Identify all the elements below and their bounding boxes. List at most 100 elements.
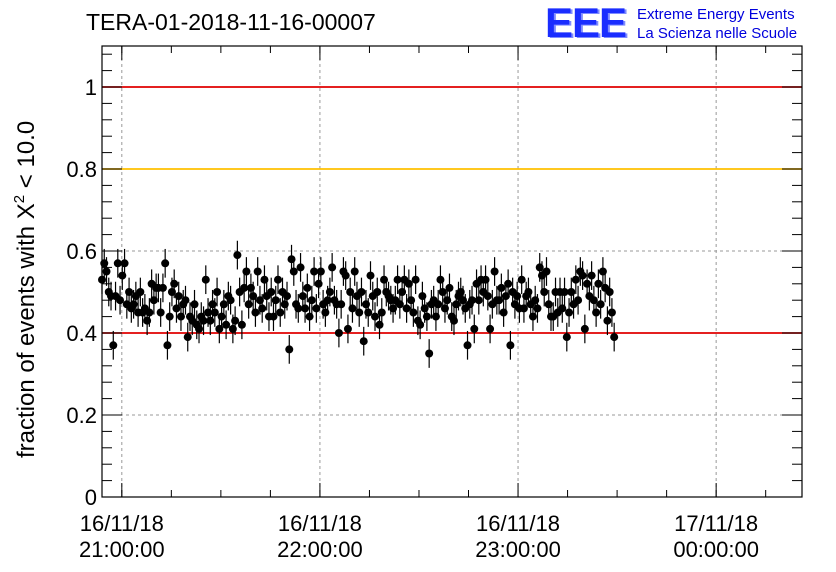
y-axis-label-superscript: 2	[11, 195, 28, 203]
data-point	[174, 292, 183, 301]
data-point	[316, 267, 325, 276]
data-point	[434, 300, 443, 309]
data-point	[610, 333, 619, 342]
data-point	[120, 259, 129, 268]
data-point	[294, 304, 303, 313]
data-point	[533, 304, 542, 313]
y-tick-label: 1	[85, 75, 97, 100]
data-point	[296, 263, 305, 272]
data-point	[470, 324, 479, 333]
data-point	[307, 296, 316, 305]
data-point	[571, 275, 580, 284]
data-point	[109, 341, 118, 350]
eee-logo-mark: EEE	[545, 0, 627, 46]
data-point	[542, 267, 551, 276]
data-point	[312, 304, 321, 313]
x-tick-label-time: 23:00:00	[475, 537, 561, 562]
y-tick-label: 0	[85, 485, 97, 510]
data-point	[578, 271, 587, 280]
data-point	[102, 267, 111, 276]
data-point	[190, 300, 199, 309]
data-point	[116, 296, 125, 305]
plot-frame	[101, 45, 803, 498]
data-point	[303, 283, 312, 292]
data-point	[145, 308, 154, 317]
y-tick-label: 0.2	[66, 403, 97, 428]
data-point	[580, 324, 589, 333]
data-point	[273, 275, 282, 284]
data-point	[199, 316, 208, 325]
data-point	[242, 267, 251, 276]
x-tick-label-date: 17/11/18	[674, 511, 758, 536]
data-point	[161, 259, 170, 268]
data-point	[474, 296, 483, 305]
data-point	[357, 288, 366, 296]
data-point	[258, 304, 267, 313]
data-point	[170, 279, 179, 288]
data-point	[156, 308, 165, 317]
x-tick-label-date: 16/11/18	[278, 511, 362, 536]
data-point	[201, 275, 210, 284]
data-point	[305, 312, 314, 321]
data-point	[163, 341, 172, 350]
data-point	[233, 251, 242, 260]
y-tick-label: 0.4	[66, 321, 97, 346]
reference-lines	[102, 86, 802, 334]
data-point	[517, 275, 526, 284]
data-point	[219, 300, 228, 309]
data-point	[328, 263, 337, 272]
y-axis-label: fraction of events with X2 < 10.0	[11, 121, 40, 458]
logo-line-2: La Scienza nelle Scuole	[637, 25, 798, 42]
logo-line-1: Extreme Energy Events	[637, 6, 795, 23]
data-point	[540, 288, 549, 296]
data-point	[425, 349, 434, 358]
data-point	[158, 283, 167, 292]
data-point	[251, 308, 260, 317]
data-point	[603, 316, 612, 325]
data-point	[113, 259, 122, 268]
data-point	[468, 296, 477, 305]
data-point	[253, 267, 262, 276]
x-tick-label-time: 21:00:00	[79, 537, 165, 562]
data-point	[343, 324, 352, 333]
data-point	[499, 308, 508, 317]
x-tick-label-date: 16/11/18	[476, 511, 560, 536]
data-point	[269, 312, 278, 321]
data-point	[337, 300, 346, 309]
data-point	[438, 288, 447, 296]
data-point	[226, 296, 235, 305]
data-point	[348, 304, 357, 313]
data-point	[350, 267, 359, 276]
data-point	[310, 267, 319, 276]
chart-title: TERA-01-2018-11-16-00007	[86, 9, 376, 35]
data-point	[416, 320, 425, 329]
data-point	[325, 288, 334, 296]
data-point	[560, 288, 569, 296]
data-point	[463, 341, 472, 350]
data-point	[565, 308, 574, 317]
data-point	[183, 333, 192, 342]
data-point	[404, 279, 413, 288]
data-point	[506, 341, 515, 350]
data-point	[592, 308, 601, 317]
data-point	[206, 316, 215, 325]
data-point	[598, 267, 607, 276]
data-point	[371, 312, 380, 321]
data-point	[373, 288, 382, 296]
data-point	[341, 271, 350, 280]
data-point	[244, 300, 253, 309]
data-point	[240, 283, 249, 292]
data-point	[364, 308, 373, 317]
data-point	[181, 296, 190, 305]
data-point	[562, 333, 571, 342]
y-axis: 0 0.2 0.4 0.6 0.8 1	[66, 53, 802, 510]
data-point	[301, 304, 310, 313]
data-point	[359, 337, 368, 346]
data-point	[377, 308, 386, 317]
data-point	[210, 308, 219, 317]
eee-logo: EEE Extreme Energy Events La Scienza nel…	[545, 2, 835, 46]
data-point	[449, 316, 458, 325]
data-point	[607, 308, 616, 317]
data-point	[504, 279, 513, 288]
